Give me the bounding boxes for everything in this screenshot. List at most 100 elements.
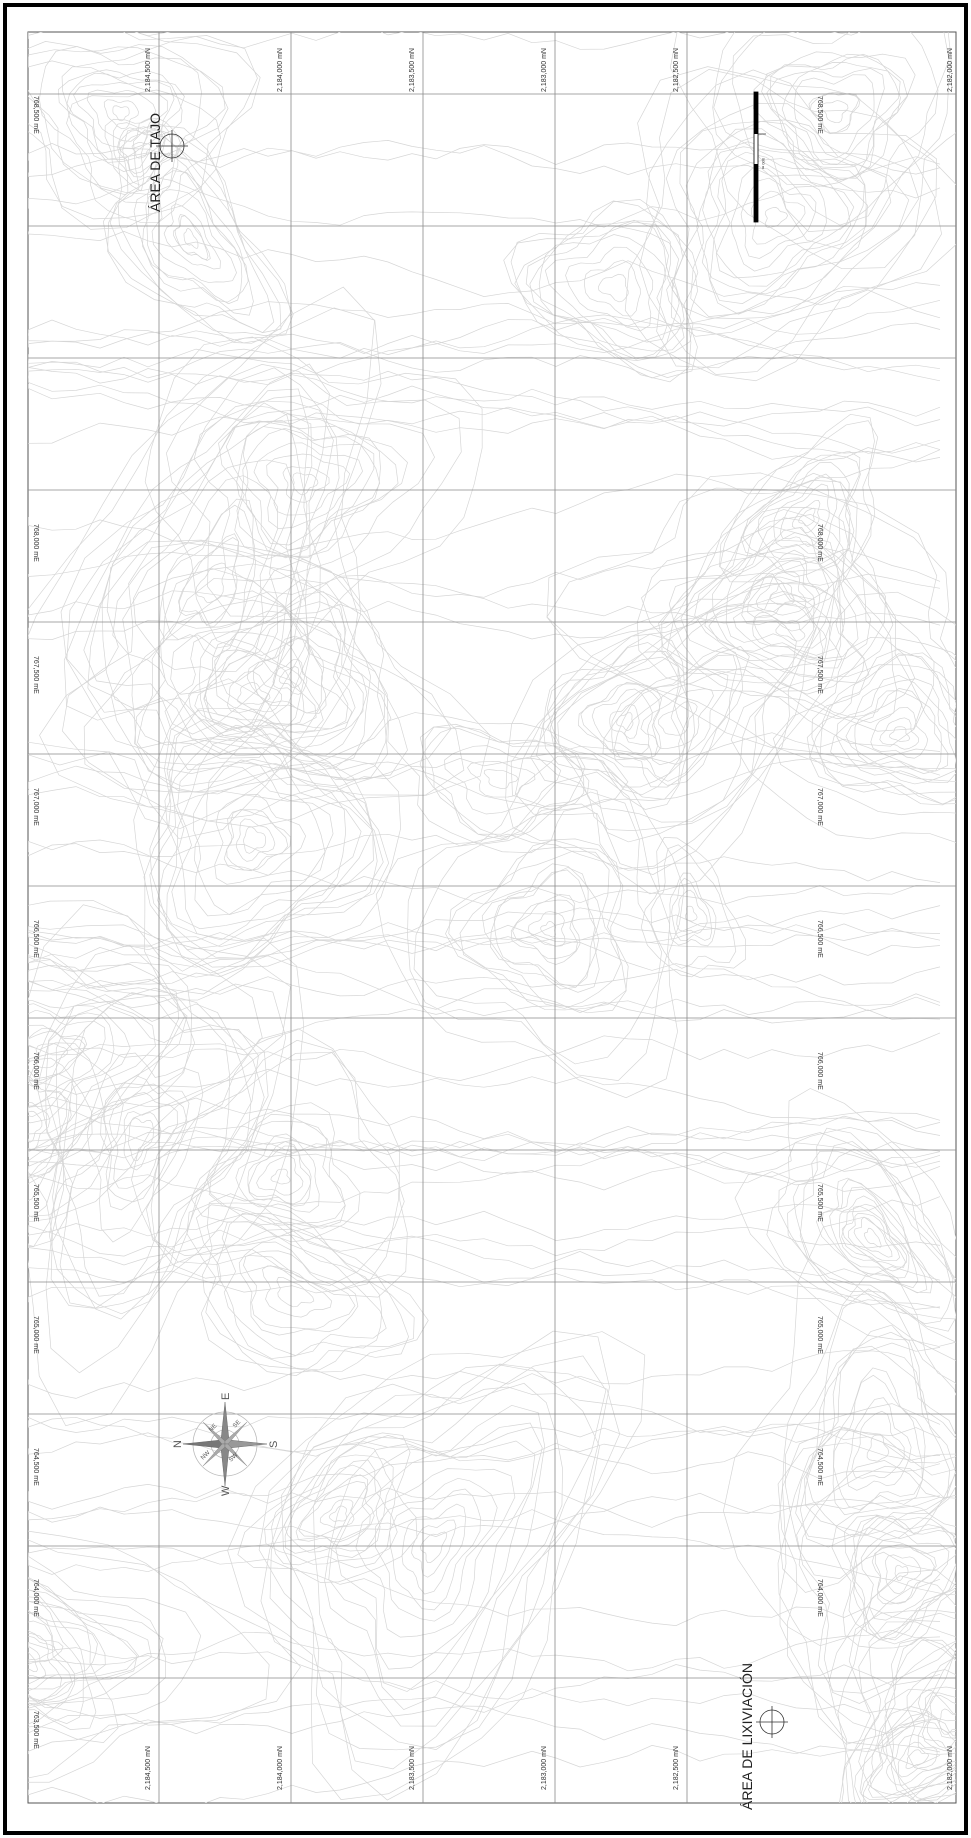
contour-line — [742, 454, 861, 573]
contour-line — [243, 826, 266, 854]
contour-line — [846, 1397, 912, 1491]
contour-line — [151, 189, 237, 283]
contour-line — [28, 1630, 941, 1672]
contour-line — [164, 631, 353, 750]
contour-line — [133, 475, 278, 672]
contour-line — [28, 1130, 941, 1184]
contour-line — [28, 32, 171, 39]
contour-line — [28, 385, 941, 461]
contour-line — [157, 738, 374, 942]
contour-line — [173, 214, 211, 261]
contour-line — [28, 1055, 78, 1206]
contour-line — [295, 1474, 375, 1547]
contour-line — [28, 1212, 941, 1309]
contour-line — [800, 1324, 956, 1548]
contour-line — [769, 582, 795, 606]
contour-line — [844, 1514, 956, 1645]
northing-label-bottom-4: 2,182,500 mN — [673, 1746, 680, 1790]
contour-line — [28, 1003, 115, 1118]
contour-line — [266, 453, 351, 516]
easting-label-right-1: 764,500 mE — [816, 1448, 823, 1486]
contour-line — [467, 760, 536, 798]
contour-line — [732, 32, 939, 226]
contour-line — [529, 221, 685, 360]
contour-line — [750, 190, 806, 245]
contour-line — [833, 1374, 923, 1511]
northing-label-bottom-5: 2,182,000 mN — [947, 1746, 954, 1790]
northing-labels-top: 2,184,500 mN 2,184,000 mN 2,183,500 mN 2… — [145, 48, 954, 92]
contour-line — [183, 227, 199, 249]
contour-line — [28, 833, 941, 883]
easting-label-left-3: 765,000 mE — [32, 1316, 39, 1354]
contour-line — [195, 562, 227, 603]
contour-line — [879, 717, 919, 750]
contour-line — [419, 725, 586, 835]
contour-line — [713, 151, 852, 287]
contour-line — [665, 102, 920, 337]
contour-line — [28, 299, 941, 349]
contour-line — [806, 664, 956, 796]
contour-line — [713, 32, 950, 232]
contour-line — [198, 579, 371, 767]
easting-label-right-2: 765,000 mE — [816, 1316, 823, 1354]
contour-line — [773, 473, 838, 554]
contour-line — [424, 723, 585, 840]
contour-line — [28, 1512, 270, 1786]
contour-line — [510, 199, 698, 383]
contour-line — [922, 1692, 956, 1752]
contour-line — [248, 1145, 312, 1205]
contour-line — [101, 402, 308, 735]
contour-line — [170, 558, 388, 781]
crosshair-icon — [156, 130, 188, 162]
contour-line — [63, 363, 330, 771]
contour-line — [313, 1382, 563, 1727]
contour-line — [591, 688, 653, 755]
contour-line — [107, 125, 292, 344]
contour-line — [28, 937, 192, 1195]
contour-line — [420, 1531, 448, 1563]
contour-line — [39, 539, 491, 828]
contour-line — [719, 413, 876, 609]
contour-line — [28, 1226, 941, 1284]
contour-line — [61, 66, 183, 172]
contour-line — [237, 682, 271, 705]
contour-line — [712, 517, 844, 656]
contour-line — [641, 525, 923, 732]
contour-line — [202, 1193, 409, 1376]
contour-line — [269, 1355, 607, 1770]
easting-label-left-0: 763,500 mE — [32, 1711, 39, 1749]
contour-line — [828, 1569, 956, 1803]
contour-line — [28, 383, 941, 454]
contour-line — [28, 1132, 941, 1154]
contour-line — [28, 1570, 119, 1743]
contour-line — [858, 1621, 956, 1803]
contour-line — [725, 527, 835, 649]
contour-line — [28, 1136, 941, 1191]
contour-line — [851, 1410, 905, 1479]
contour-line — [190, 1102, 361, 1243]
northing-labels-bottom: 2,184,500 mN 2,184,000 mN 2,183,500 mN 2… — [145, 1746, 954, 1790]
compass-ne: NE — [208, 1423, 218, 1433]
contour-line — [28, 1270, 941, 1310]
contour-line — [28, 46, 226, 195]
contour-line — [281, 1363, 600, 1751]
contour-line — [775, 619, 806, 642]
compass-sw: SW — [228, 1452, 239, 1463]
contour-line — [260, 1330, 610, 1801]
contour-line — [28, 928, 941, 989]
contour-line — [102, 126, 294, 336]
contour-line — [841, 1205, 906, 1268]
easting-label-left-5: 766,000 mE — [32, 1052, 39, 1090]
contour-line — [238, 1241, 359, 1336]
contour-line — [28, 32, 258, 230]
contour-line — [597, 273, 629, 303]
contour-line — [640, 688, 714, 750]
contour-line — [779, 1426, 956, 1747]
contour-line — [112, 459, 295, 695]
contour-line — [133, 678, 402, 995]
contour-line — [669, 32, 956, 270]
contour-line — [28, 1601, 106, 1695]
contour-line — [676, 889, 708, 934]
northing-label-top-1: 2,184,000 mN — [277, 48, 284, 92]
contour-line — [28, 921, 263, 1219]
